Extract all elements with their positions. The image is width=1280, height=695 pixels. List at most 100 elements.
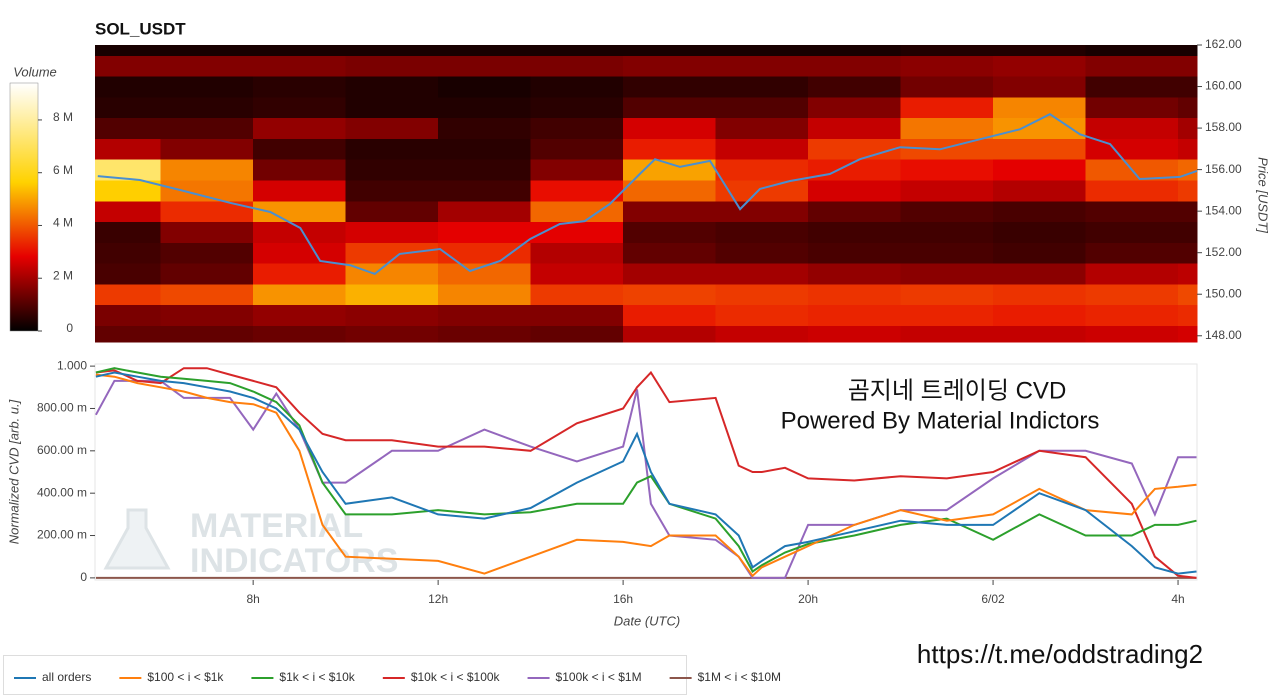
y-tick-label: 156.00: [1205, 162, 1242, 176]
heatmap-cell: [1178, 242, 1198, 264]
heatmap-cell: [253, 45, 347, 56]
heatmap-cell: [160, 45, 254, 56]
y-tick-label: 0: [80, 570, 87, 584]
heatmap-cell: [253, 138, 347, 160]
heatmap-cell: [438, 45, 532, 56]
heatmap-cell: [345, 138, 439, 160]
heatmap-cell: [95, 263, 162, 285]
cvd-line: [95, 373, 1197, 578]
heatmap-cell: [438, 242, 532, 264]
heatmap-cell: [530, 180, 624, 202]
heatmap-cell: [808, 180, 902, 202]
heatmap-cell: [253, 221, 347, 243]
y-tick-label: 148.00: [1205, 328, 1242, 342]
heatmap-cell: [438, 221, 532, 243]
heatmap-cell: [1178, 138, 1198, 160]
heatmap-cell: [160, 242, 254, 264]
watermark-icon: [103, 508, 171, 570]
heatmap-cell: [623, 96, 717, 119]
heatmap-cell: [993, 263, 1087, 285]
x-tick-label: 4h: [1171, 592, 1184, 606]
heatmap-cell: [1085, 221, 1179, 243]
heatmap-cell: [530, 200, 624, 223]
heatmap-cell: [1085, 263, 1179, 285]
heatmap-cell: [623, 138, 717, 160]
colorbar: [9, 82, 39, 332]
heatmap-cell: [623, 325, 717, 343]
heatmap-cell: [900, 242, 994, 264]
legend-label: all orders: [42, 670, 91, 684]
heatmap-cell: [715, 221, 809, 243]
y-tick-label: 600.00 m: [37, 443, 87, 457]
heatmap-cell: [1178, 200, 1198, 223]
heatmap-cell: [253, 117, 347, 139]
heatmap-cell: [160, 76, 254, 98]
heatmap-cell: [530, 117, 624, 139]
heatmap-cell: [1178, 45, 1198, 56]
heatmap-cell: [95, 45, 162, 56]
heatmap-cell: [900, 200, 994, 223]
heatmap-cell: [438, 96, 532, 119]
heatmap-cell: [900, 138, 994, 160]
heatmap-cell: [993, 200, 1087, 223]
heatmap-cell: [993, 45, 1087, 56]
heatmap-cell: [900, 45, 994, 56]
cvd-line: [95, 379, 1197, 579]
heatmap-cell: [253, 159, 347, 181]
y-tick-label: 158.00: [1205, 120, 1242, 134]
footer-url: https://t.me/oddstrading2: [917, 639, 1203, 669]
heatmap-cell: [530, 45, 624, 56]
heatmap-cell: [900, 304, 994, 326]
heatmap-cell: [993, 55, 1087, 77]
heatmap-cell: [808, 117, 902, 139]
heatmap-cell: [253, 325, 347, 343]
heatmap-cell: [345, 263, 439, 285]
y-tick-label: 150.00: [1205, 286, 1242, 300]
chart-title: SOL_USDT: [95, 19, 186, 38]
heatmap-cell: [993, 221, 1087, 243]
heatmap-cell: [253, 96, 347, 119]
heatmap-cell: [900, 180, 994, 202]
heatmap-cell: [1178, 283, 1198, 306]
cvd-line: [95, 371, 1197, 575]
heatmap-cell: [160, 96, 254, 119]
heatmap-cell: [993, 242, 1087, 264]
heatmap-cell: [993, 159, 1087, 181]
heatmap-cell: [715, 45, 809, 56]
heatmap-cell: [530, 304, 624, 326]
heatmap-cell: [808, 76, 902, 98]
heatmap-cell: [530, 96, 624, 119]
heatmap-cell: [1178, 304, 1198, 326]
heatmap-cell: [95, 96, 162, 119]
heatmap-cell: [900, 117, 994, 139]
legend-label: $1M < i < $10M: [698, 670, 781, 684]
heatmap-cell: [438, 76, 532, 98]
heatmap-cell: [530, 138, 624, 160]
heatmap-cell: [438, 55, 532, 77]
heatmap-cell: [715, 96, 809, 119]
cvd-line: [95, 367, 1197, 579]
heatmap-cell: [1085, 96, 1179, 119]
x-tick-label: 16h: [613, 592, 633, 606]
annotation: Powered By Material Indictors: [781, 407, 1100, 434]
heatmap-cell: [530, 325, 624, 343]
heatmap-cell: [438, 304, 532, 326]
colorbar-tick-label: 4 M: [53, 216, 73, 230]
heatmap-cell: [160, 159, 254, 181]
colorbar-title: Volume: [13, 64, 57, 79]
y-tick-label: 152.00: [1205, 245, 1242, 259]
heatmap-cell: [345, 221, 439, 243]
heatmap-cell: [95, 200, 162, 223]
x-tick-label: 20h: [798, 592, 818, 606]
heatmap-cell: [95, 159, 162, 181]
heatmap-cell: [1085, 45, 1179, 56]
heatmap-cell: [95, 325, 162, 343]
heatmap-cell: [95, 180, 162, 202]
watermark-text: MATERIAL: [190, 507, 363, 545]
heatmap-cell: [1178, 76, 1198, 98]
y-tick-label: 154.00: [1205, 203, 1242, 217]
colorbar-tick-label: 0: [66, 321, 73, 335]
heatmap-cell: [808, 96, 902, 119]
heatmap-cell: [715, 200, 809, 223]
heatmap-cell: [95, 76, 162, 98]
